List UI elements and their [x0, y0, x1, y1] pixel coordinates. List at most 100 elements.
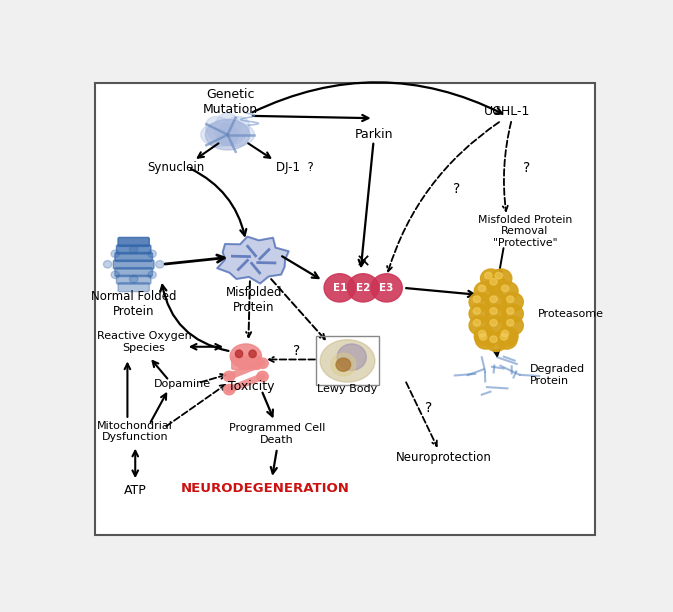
Text: DJ-1  ?: DJ-1 ? [276, 161, 314, 174]
Circle shape [473, 308, 481, 314]
Circle shape [490, 278, 497, 285]
Circle shape [324, 274, 355, 302]
Circle shape [486, 316, 507, 335]
FancyBboxPatch shape [118, 283, 149, 292]
Circle shape [490, 336, 497, 343]
Circle shape [336, 358, 351, 371]
Circle shape [223, 384, 235, 395]
Circle shape [104, 261, 112, 268]
Circle shape [475, 330, 496, 349]
Circle shape [474, 327, 495, 346]
Ellipse shape [249, 350, 256, 357]
Text: ?: ? [523, 161, 530, 174]
Circle shape [497, 282, 518, 300]
Circle shape [501, 330, 509, 337]
FancyBboxPatch shape [113, 260, 154, 269]
Ellipse shape [236, 350, 243, 357]
Text: E2: E2 [356, 283, 370, 293]
Text: UCHL-1: UCHL-1 [483, 105, 530, 118]
Text: Toxicity: Toxicity [227, 380, 275, 394]
FancyBboxPatch shape [116, 275, 151, 284]
Circle shape [331, 353, 356, 376]
Circle shape [129, 245, 138, 253]
Circle shape [490, 296, 497, 302]
Text: Mitochondrial
Dysfunction: Mitochondrial Dysfunction [98, 421, 173, 442]
Circle shape [503, 316, 524, 335]
Text: Normal Folded
Protein: Normal Folded Protein [91, 290, 176, 318]
Text: Parkin: Parkin [355, 128, 393, 141]
Text: Proteasome: Proteasome [538, 309, 604, 319]
Circle shape [479, 330, 486, 337]
Text: ?: ? [454, 182, 461, 196]
Text: ?: ? [425, 401, 432, 415]
FancyBboxPatch shape [116, 245, 151, 254]
Circle shape [479, 334, 487, 340]
Circle shape [481, 269, 501, 288]
Text: ?: ? [293, 343, 301, 357]
Ellipse shape [215, 113, 241, 146]
Text: ✕: ✕ [355, 253, 371, 271]
Circle shape [503, 304, 524, 323]
Text: Lewy Body: Lewy Body [318, 384, 378, 394]
Text: Misfolded
Protein: Misfolded Protein [225, 286, 282, 313]
Text: ATP: ATP [124, 484, 147, 497]
FancyBboxPatch shape [115, 253, 153, 261]
Text: Synuclein: Synuclein [147, 161, 204, 174]
Circle shape [337, 344, 366, 370]
Text: Dopamine: Dopamine [153, 379, 211, 389]
Circle shape [148, 271, 156, 278]
Circle shape [469, 316, 490, 335]
Circle shape [111, 271, 119, 278]
Circle shape [111, 250, 119, 258]
Circle shape [491, 269, 512, 288]
Ellipse shape [206, 116, 238, 145]
Circle shape [474, 282, 495, 300]
Circle shape [507, 319, 514, 326]
Circle shape [469, 304, 490, 323]
FancyBboxPatch shape [115, 267, 153, 277]
Ellipse shape [205, 119, 250, 150]
Text: Neuroprotection: Neuroprotection [396, 451, 492, 464]
Circle shape [490, 308, 497, 314]
Circle shape [490, 319, 497, 326]
FancyBboxPatch shape [118, 237, 149, 247]
Text: Programmed Cell
Death: Programmed Cell Death [229, 423, 325, 445]
Text: NEURODEGENERATION: NEURODEGENERATION [181, 482, 350, 494]
Text: Genetic
Mutation: Genetic Mutation [203, 88, 258, 116]
Polygon shape [217, 237, 289, 283]
Circle shape [501, 285, 509, 292]
Circle shape [500, 334, 507, 340]
Circle shape [486, 332, 507, 351]
Circle shape [473, 319, 481, 326]
Text: Misfolded Protein
Removal
"Protective": Misfolded Protein Removal "Protective" [478, 215, 572, 248]
Circle shape [371, 274, 402, 302]
FancyBboxPatch shape [94, 83, 595, 536]
Circle shape [223, 371, 235, 382]
Circle shape [469, 293, 490, 312]
Ellipse shape [218, 123, 254, 146]
Circle shape [479, 285, 486, 292]
Circle shape [485, 272, 492, 279]
Text: Reactive Oxygen
Species: Reactive Oxygen Species [97, 331, 192, 353]
Circle shape [155, 261, 164, 268]
Circle shape [486, 293, 507, 312]
Ellipse shape [218, 116, 250, 145]
Circle shape [495, 272, 503, 279]
Ellipse shape [320, 340, 375, 382]
Text: Degraded
Protein: Degraded Protein [530, 364, 586, 386]
Circle shape [486, 275, 507, 294]
Circle shape [257, 358, 269, 368]
Text: E3: E3 [380, 283, 394, 293]
Circle shape [486, 304, 507, 323]
Circle shape [257, 371, 269, 382]
Ellipse shape [230, 344, 261, 368]
Text: E1: E1 [332, 283, 347, 293]
FancyBboxPatch shape [232, 356, 260, 370]
Circle shape [507, 296, 514, 302]
Ellipse shape [201, 123, 237, 146]
Circle shape [497, 327, 518, 346]
Circle shape [496, 330, 517, 349]
Circle shape [507, 308, 514, 314]
Circle shape [473, 296, 481, 302]
Circle shape [347, 274, 379, 302]
